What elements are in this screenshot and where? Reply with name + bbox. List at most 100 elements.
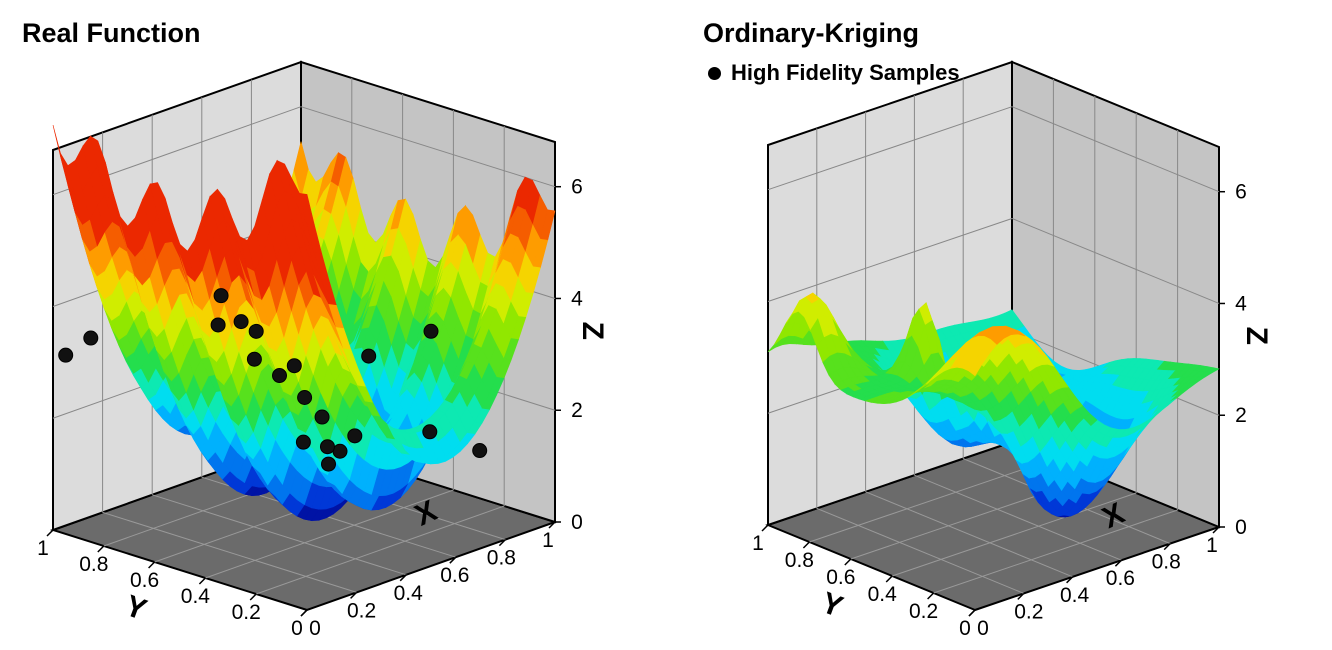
surface: [767, 292, 1220, 518]
y-tick: [198, 577, 206, 585]
surface-patch: [968, 358, 983, 377]
x-tick: [449, 556, 457, 564]
sample-point: [472, 443, 488, 459]
x-tick: [350, 591, 358, 599]
x-tick-label: 0: [977, 617, 989, 640]
wall-gridline: [1011, 218, 1220, 304]
x-tick: [1066, 576, 1074, 584]
floor-gridline: [816, 507, 1024, 594]
z-tick-label: 6: [571, 176, 583, 199]
sample-point: [58, 347, 74, 363]
floor-gridline: [809, 458, 1054, 543]
x-tick: [1114, 559, 1122, 567]
y-tick: [46, 529, 54, 537]
z-axis-label: Z: [1240, 327, 1273, 345]
x-tick-label: 0.2: [347, 599, 376, 622]
y-tick: [885, 575, 893, 583]
x-tick-label: 0: [309, 617, 321, 640]
sample-point: [295, 434, 311, 450]
z-tick-label: 6: [1235, 181, 1247, 204]
x-tick: [1212, 526, 1220, 534]
wall-gridline: [1011, 106, 1220, 193]
x-tick-label: 0.8: [1152, 551, 1181, 574]
y-tick-label: 0.2: [909, 600, 938, 623]
x-tick-label: 0.6: [1106, 567, 1135, 590]
chart-title-right: Ordinary-Kriging: [703, 18, 920, 48]
x-tick: [399, 574, 407, 582]
sample-point: [423, 323, 439, 339]
sample-point: [314, 409, 330, 425]
x-tick-label: 0.4: [1060, 584, 1090, 607]
sample-point: [332, 443, 348, 459]
y-tick-label: 0.8: [79, 553, 108, 576]
sample-point: [210, 317, 226, 333]
x-tick: [1017, 592, 1025, 600]
sample-point: [286, 358, 302, 374]
y-tick-label: 0.4: [868, 583, 898, 606]
z-tick-label: 2: [571, 399, 583, 422]
x-tick-label: 0.4: [394, 582, 424, 605]
y-tick: [148, 561, 156, 569]
chart-title-left: Real Function: [22, 18, 201, 48]
y-tick-label: 0.8: [785, 549, 814, 572]
wall-gridline: [767, 106, 1013, 191]
floor-gridline: [152, 494, 407, 576]
legend-label: High Fidelity Samples: [731, 60, 960, 85]
legend-marker-icon: [708, 66, 721, 80]
y-tick-label: 0.4: [181, 585, 211, 608]
y-tick: [300, 609, 308, 617]
y-tick: [968, 609, 976, 617]
floor-gridline: [102, 511, 357, 593]
z-tick-label: 4: [1235, 292, 1247, 315]
x-tick-label: 0.6: [440, 564, 469, 587]
y-axis-label: Y: [121, 589, 151, 627]
x-tick: [1163, 543, 1171, 551]
x-tick-label: 1: [1206, 534, 1218, 557]
sample-point: [246, 351, 262, 367]
z-axis-label: Z: [576, 322, 609, 340]
floor-gridline: [892, 492, 1137, 577]
sample-point: [213, 288, 229, 304]
sample-point: [422, 424, 438, 440]
wall-gridline: [767, 217, 1013, 302]
sample-point: [83, 330, 99, 346]
y-tick-label: 0.6: [826, 566, 855, 589]
sample-point: [248, 323, 264, 339]
legend: High Fidelity Samples: [708, 60, 960, 86]
floor-gridline: [256, 505, 505, 595]
z-tick-label: 4: [571, 287, 583, 310]
floor-gridline: [914, 474, 1122, 561]
sample-point: [321, 456, 336, 472]
y-tick: [802, 541, 810, 549]
z-tick-label: 2: [1235, 404, 1247, 427]
x-tick-label: 0.8: [487, 547, 516, 570]
y-tick: [844, 558, 852, 566]
surface: [52, 125, 556, 522]
sample-point: [233, 314, 249, 330]
y-tick: [249, 593, 257, 601]
y-tick-label: 0.2: [232, 601, 261, 624]
floor-gridline: [933, 509, 1178, 594]
y-axis-label: Y: [817, 586, 847, 624]
x-tick: [548, 521, 556, 529]
y-tick-label: 0: [959, 617, 971, 640]
y-tick-label: 0.6: [130, 569, 159, 592]
x-tick-label: 1: [542, 529, 554, 552]
sample-point: [297, 390, 313, 406]
z-tick-label: 0: [571, 511, 583, 534]
floor-gridline: [205, 489, 454, 579]
sample-point: [361, 348, 377, 364]
floor-gridline: [865, 491, 1073, 578]
y-tick: [927, 592, 935, 600]
y-tick-label: 1: [37, 537, 49, 560]
x-tick: [498, 539, 506, 547]
y-tick-label: 1: [752, 532, 764, 555]
y-tick: [761, 524, 769, 532]
z-tick-label: 0: [1235, 516, 1247, 539]
y-tick-label: 0: [291, 617, 303, 640]
sample-point: [319, 439, 335, 455]
surface-patch: [299, 192, 315, 226]
